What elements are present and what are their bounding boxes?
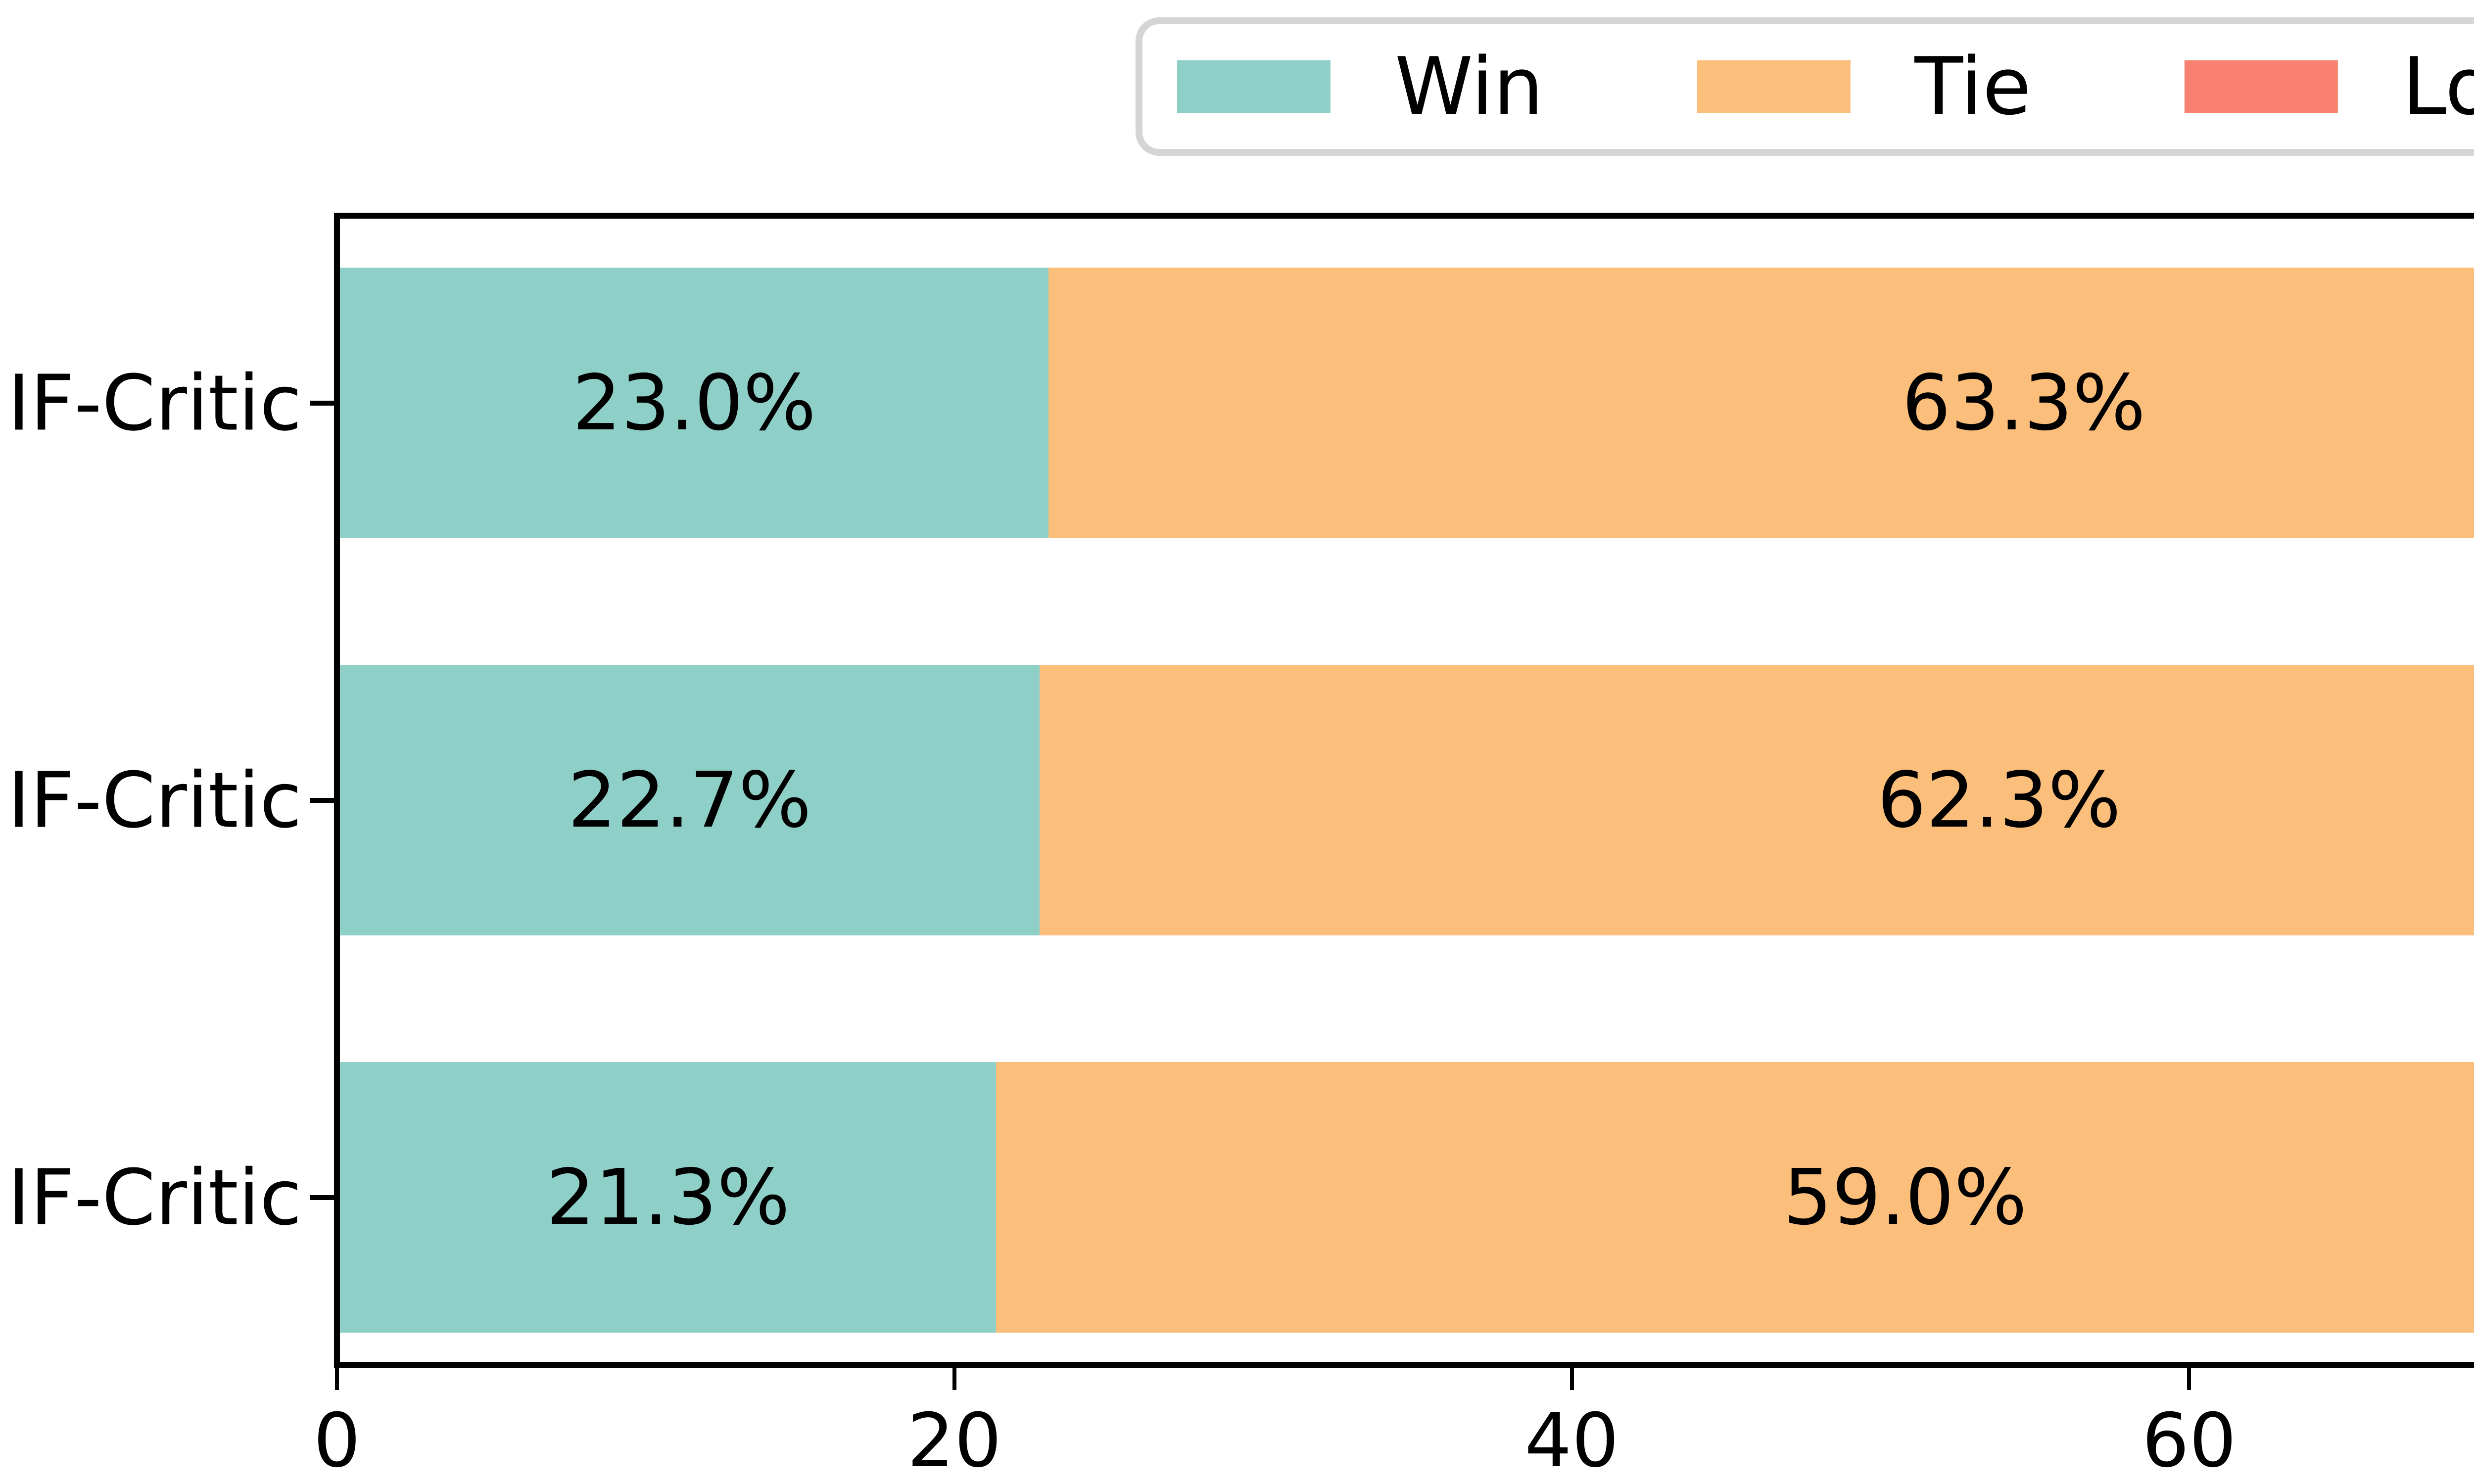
plot-area: 23.0%63.3%13.7%22.7%62.3%15.0%21.3%59.0%… xyxy=(334,213,2474,1368)
bar-segment-tie: 63.3% xyxy=(1048,268,2474,538)
legend-item-tie: Tie xyxy=(1697,47,2031,126)
bar-segment-win: 22.7% xyxy=(340,665,1040,935)
x-tick-label: 20 xyxy=(907,1398,1002,1484)
x-tick xyxy=(1570,1368,1574,1390)
bar-segment-tie: 59.0% xyxy=(996,1062,2474,1333)
x-tick-label: 40 xyxy=(1524,1398,1619,1484)
y-tick xyxy=(310,400,334,406)
y-tick xyxy=(310,1195,334,1200)
bar-value-label: 59.0% xyxy=(1783,1153,2027,1242)
x-tick-label: 0 xyxy=(313,1398,361,1484)
bar-row-deepseek-r1: 22.7%62.3%15.0% xyxy=(340,665,2474,935)
x-tick xyxy=(2187,1368,2191,1390)
bar-segment-tie: 62.3% xyxy=(1039,665,2474,935)
x-tick-label: 60 xyxy=(2141,1398,2236,1484)
y-axis-label: IF-Critic xyxy=(7,1153,302,1242)
bar-row-o4-mini: 21.3%59.0%19.7% xyxy=(340,1062,2474,1333)
bar-value-label: 62.3% xyxy=(1877,755,2121,845)
y-axis-label: IF-Critic xyxy=(7,755,302,845)
legend: Win Tie Lose xyxy=(1135,17,2474,156)
bar-value-label: 63.3% xyxy=(1902,358,2146,448)
legend-label-lose: Lose xyxy=(2402,40,2474,133)
legend-label-tie: Tie xyxy=(1914,40,2032,133)
y-axis-label: IF-Critic xyxy=(7,358,302,448)
legend-label-win: Win xyxy=(1394,40,1544,133)
bar-value-label: 22.7% xyxy=(568,755,811,845)
bar-value-label: 23.0% xyxy=(572,358,816,448)
legend-item-win: Win xyxy=(1177,40,1544,133)
legend-item-lose: Lose xyxy=(2185,47,2474,126)
bar-value-label: 21.3% xyxy=(546,1153,790,1242)
legend-swatch-tie-icon xyxy=(1697,60,1851,113)
legend-swatch-win-icon xyxy=(1177,60,1331,113)
legend-swatch-lose-icon xyxy=(2185,60,2338,113)
x-tick xyxy=(952,1368,956,1390)
bar-segment-win: 21.3% xyxy=(340,1062,997,1333)
y-tick xyxy=(310,797,334,803)
x-tick xyxy=(335,1368,339,1390)
bar-segment-win: 23.0% xyxy=(340,268,1049,538)
bar-row-qwq-32b: 23.0%63.3%13.7% xyxy=(340,268,2474,538)
